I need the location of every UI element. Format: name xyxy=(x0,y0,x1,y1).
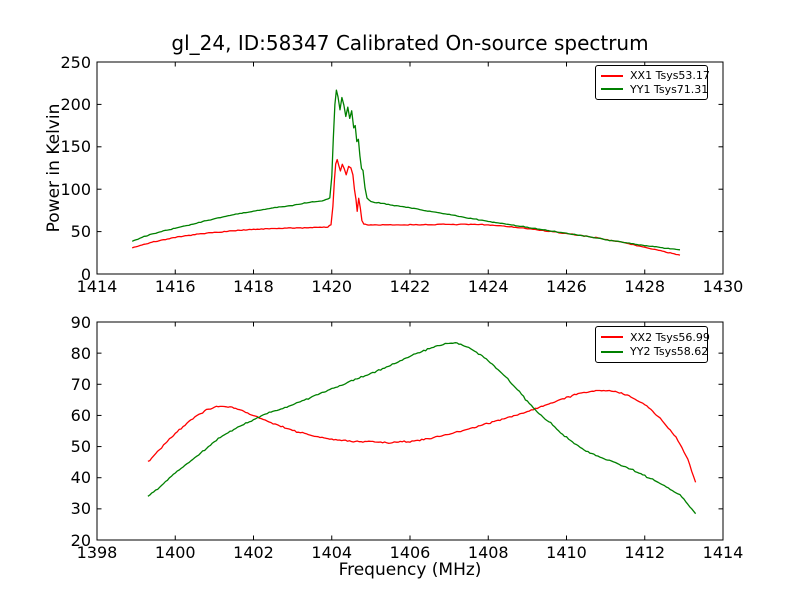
x-tick-label: 1416 xyxy=(154,277,196,296)
legend-line-sample-red xyxy=(601,74,623,77)
legend-label-xx2: XX2 Tsys56.99 xyxy=(630,330,710,344)
legend-entry-yy2: YY2 Tsys58.62 xyxy=(601,345,708,360)
x-tick-label: 1426 xyxy=(546,277,587,296)
legend-line-sample-red xyxy=(601,336,623,339)
legend-top-plot: XX1 Tsys53.17 YY1 Tsys71.31 xyxy=(595,65,710,100)
x-tick-label: 1402 xyxy=(233,543,274,562)
x-tick-label: 1400 xyxy=(154,543,196,562)
x-tick-label: 1418 xyxy=(233,277,274,296)
legend-entry-xx1: XX1 Tsys53.17 xyxy=(601,69,710,83)
legend-entry-yy1: YY1 Tsys71.31 xyxy=(601,83,708,97)
y-tick-label: 50 xyxy=(70,222,91,242)
x-tick-label: 1430 xyxy=(702,277,744,296)
y-tick-label: 250 xyxy=(60,52,91,72)
y-tick-label: 30 xyxy=(70,499,91,519)
y-tick-label: 150 xyxy=(60,137,91,157)
y-tick-label: 70 xyxy=(70,374,91,394)
y-tick-label: 90 xyxy=(70,312,91,332)
legend-label-xx1: XX1 Tsys53.17 xyxy=(630,69,710,83)
y-tick-label: 80 xyxy=(70,343,91,363)
y-tick-label: 40 xyxy=(70,468,91,488)
legend-line-sample-green xyxy=(601,350,623,353)
series-line-YY2 xyxy=(147,342,697,515)
x-tick-label: 1398 xyxy=(76,543,118,562)
x-tick-label: 1412 xyxy=(624,543,666,562)
series-line-YY1 xyxy=(131,89,681,251)
y-tick-label: 0 xyxy=(80,264,91,284)
legend-line-sample-green xyxy=(601,88,623,91)
x-tick-label: 1404 xyxy=(311,543,353,562)
y-tick-label: 60 xyxy=(70,405,91,425)
x-tick-label: 1406 xyxy=(389,543,431,562)
y-tick-label: 50 xyxy=(70,437,91,457)
x-tick-label: 1410 xyxy=(546,543,587,562)
x-tick-label: 1414 xyxy=(702,543,744,562)
x-tick-label: 1422 xyxy=(389,277,431,296)
x-axis-label: Frequency (MHz) xyxy=(338,560,482,580)
legend-bottom-plot: XX2 Tsys56.99 YY2 Tsys58.62 xyxy=(595,326,710,363)
series-line-XX2 xyxy=(147,389,697,483)
x-tick-label: 1414 xyxy=(76,277,118,296)
legend-label-yy2: YY2 Tsys58.62 xyxy=(630,345,709,359)
y-tick-label: 20 xyxy=(70,530,91,550)
y-tick-label: 200 xyxy=(60,94,91,114)
y-tick-label: 100 xyxy=(60,179,91,199)
legend-entry-xx2: XX2 Tsys56.99 xyxy=(601,330,710,345)
x-tick-label: 1424 xyxy=(467,277,509,296)
x-tick-label: 1408 xyxy=(467,543,509,562)
figure-title: gl_24, ID:58347 Calibrated On-source spe… xyxy=(171,31,649,55)
y-axis-label: Power in Kelvin xyxy=(44,103,64,233)
x-tick-label: 1420 xyxy=(311,277,353,296)
legend-label-yy1: YY1 Tsys71.31 xyxy=(630,82,709,96)
x-tick-label: 1428 xyxy=(624,277,666,296)
